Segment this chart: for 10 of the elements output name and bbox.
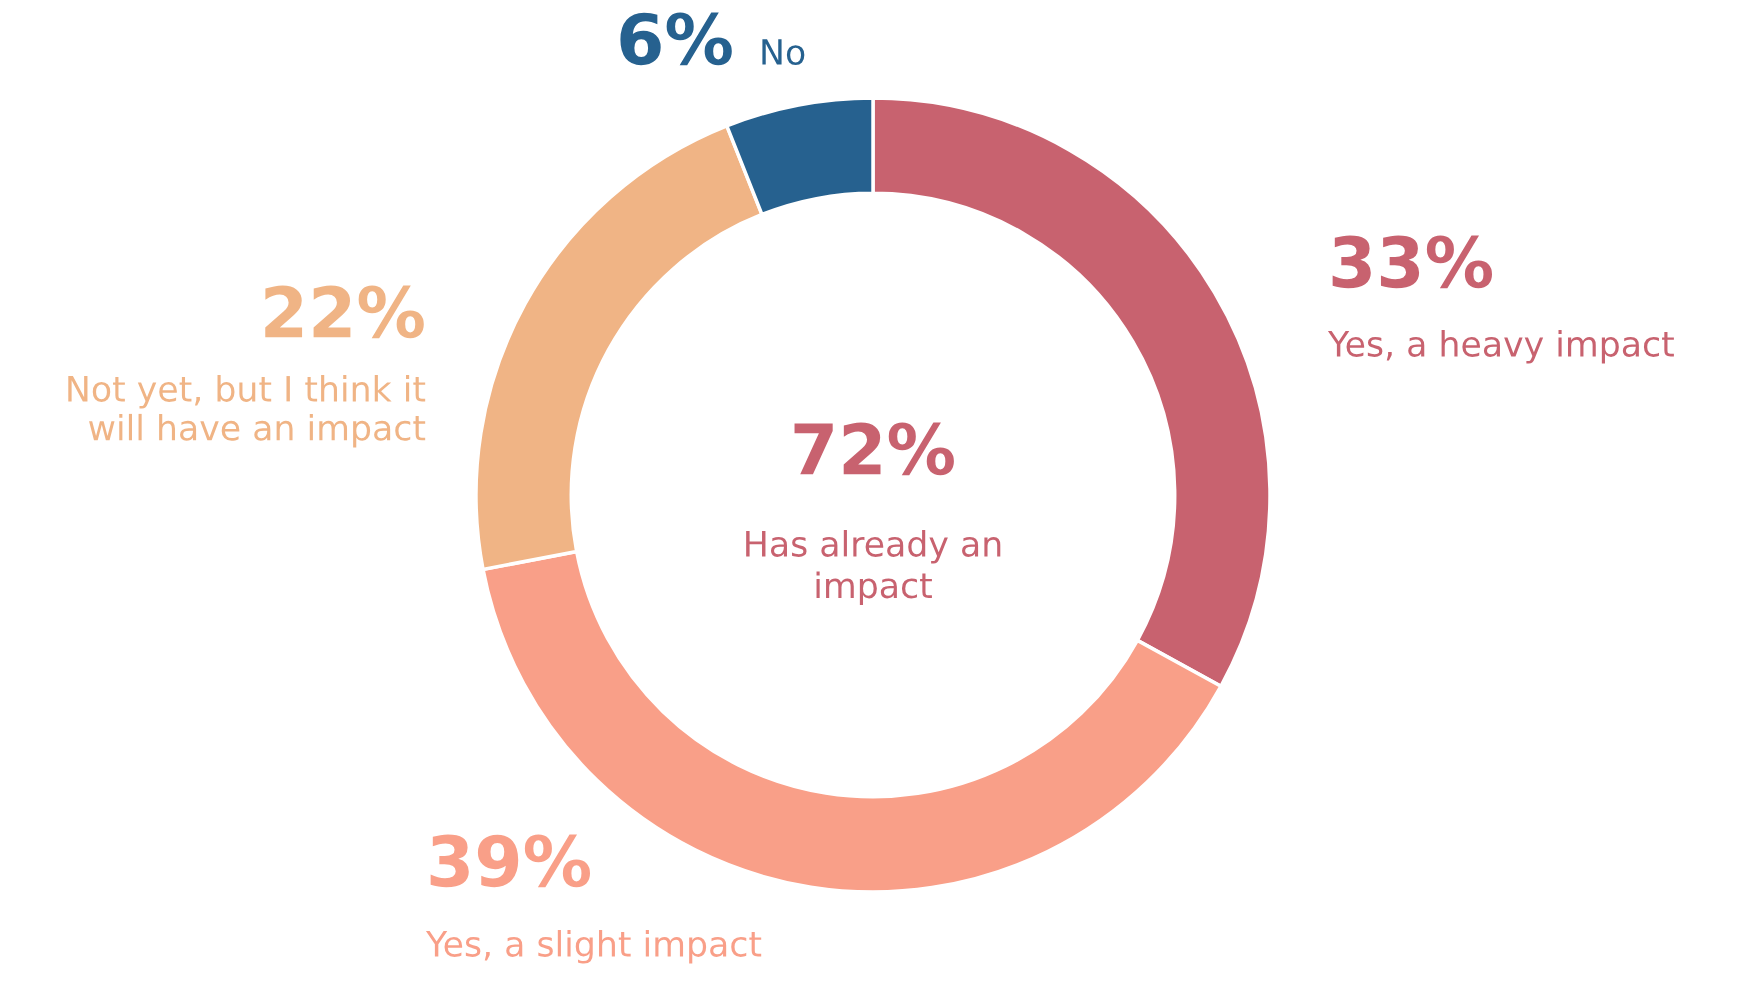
- slice-label: Yes, a slight impact: [425, 930, 762, 964]
- slice-label: No: [762, 39, 805, 66]
- text: 72%: [794, 422, 954, 476]
- data-label: 22%: [265, 285, 424, 339]
- data-label: 39%: [430, 834, 591, 888]
- data-label: 6%: [620, 12, 732, 66]
- text: Has already an impact: [746, 530, 1001, 606]
- data-label: 33%: [1332, 235, 1493, 289]
- slice-label: Yes, a heavy impact: [1327, 330, 1674, 364]
- slice-label: Not yet, but I think it will have an impact: [68, 375, 426, 448]
